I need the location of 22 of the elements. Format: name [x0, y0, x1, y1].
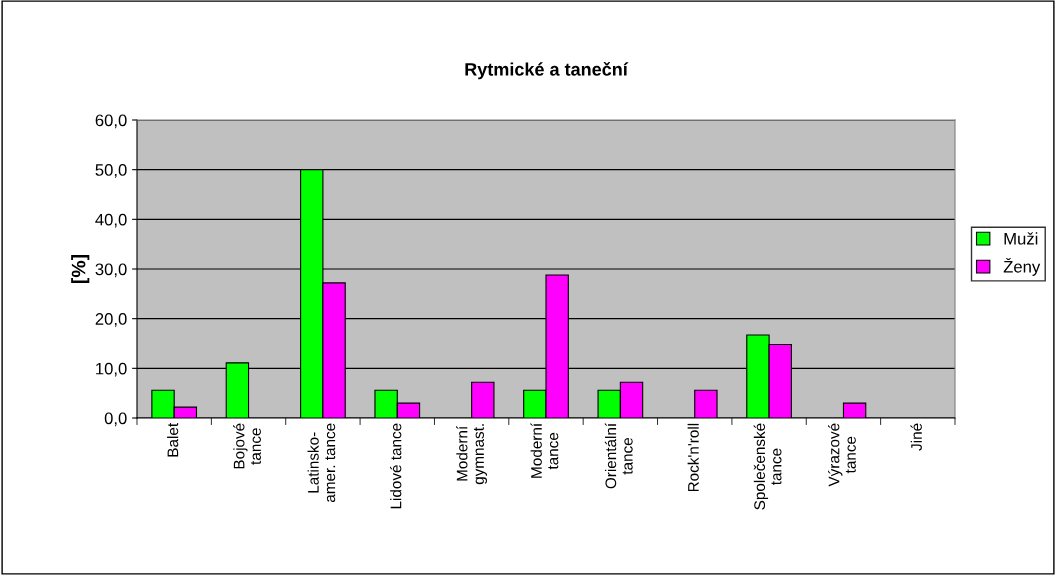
x-tick-label: Latinsko- amer. tance	[307, 423, 336, 503]
y-tick-label: 10,0	[96, 362, 127, 377]
x-tick-label: Rock'n'roll	[687, 423, 699, 492]
y-axis-title: [%]	[71, 254, 90, 284]
y-tick-label: 0,0	[104, 412, 127, 427]
chart-title: Rytmické a taneční	[465, 62, 629, 80]
x-tick-label: Společenské tance	[753, 423, 782, 510]
legend-label: Muži	[1004, 232, 1038, 245]
x-tick-label: Orientální tance	[604, 422, 633, 489]
y-tick-label: 40,0	[95, 213, 127, 228]
x-tick-label: Jiné	[910, 423, 922, 451]
y-tick-label: 60,0	[95, 114, 127, 129]
y-tick-label: 50,0	[95, 164, 127, 178]
x-tick-label: Balet	[167, 422, 179, 457]
x-tick-label: Bojové tance	[233, 423, 261, 469]
x-tick-label: Moderní gymnast.	[456, 424, 487, 485]
x-tick-label: Moderní tance	[530, 422, 559, 478]
y-tick-label: 30,0	[95, 263, 127, 278]
x-tick-label: Lidové tance	[389, 423, 402, 509]
y-tick-label: 20,0	[95, 313, 127, 327]
x-tick-label: Výrazové tance	[828, 423, 856, 487]
legend-label: Ženy	[1003, 257, 1041, 276]
